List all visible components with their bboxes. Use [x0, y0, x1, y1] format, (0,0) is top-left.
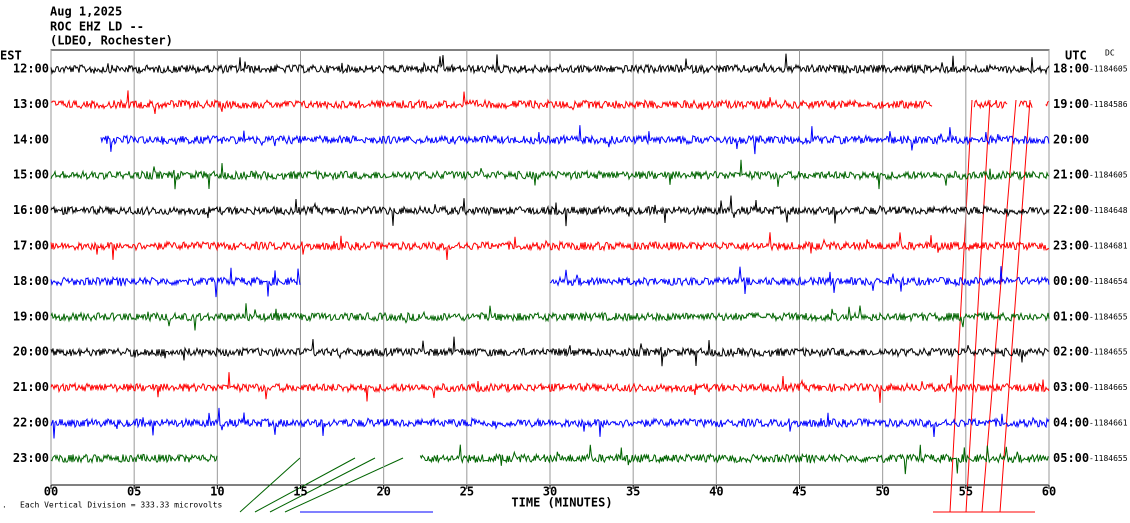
row-label-left: 23:00	[13, 451, 49, 465]
row-label-left: 14:00	[13, 132, 49, 146]
row-label-right: 01:00	[1053, 309, 1089, 323]
icon: ·	[2, 503, 7, 512]
trace-segment	[100, 125, 1050, 155]
row-label-left: 21:00	[13, 380, 49, 394]
row-label-left: 16:00	[13, 203, 49, 217]
row-label-right: 02:00	[1053, 345, 1089, 359]
dc-offset: -1184648	[1089, 206, 1128, 215]
x-tick-label: 50	[875, 485, 889, 499]
trace-segment	[50, 90, 933, 114]
dc-offset: -1184655	[1089, 454, 1128, 463]
x-tick-label: 30	[543, 485, 557, 499]
trace-segment	[973, 99, 1008, 110]
left-axis-label: EST	[0, 49, 22, 63]
row-label-right: 04:00	[1053, 416, 1089, 430]
dc-offset: -1184605	[1089, 65, 1128, 74]
dc-offset: -1184654	[1089, 277, 1128, 286]
row-label-left: 18:00	[13, 274, 49, 288]
title-line: (LDEO, Rochester)	[50, 34, 173, 48]
row-label-left: 15:00	[13, 168, 49, 182]
right-axis-label: UTC	[1065, 49, 1087, 63]
x-tick-label: 05	[127, 485, 141, 499]
row-label-right: 18:00	[1053, 62, 1089, 76]
x-tick-label: 10	[210, 485, 224, 499]
row-label-right: 23:00	[1053, 239, 1089, 253]
offset-label: DC	[1105, 49, 1115, 58]
x-tick-label: 20	[376, 485, 390, 499]
x-tick-label: 55	[959, 485, 973, 499]
row-label-left: 22:00	[13, 416, 49, 430]
title-line: Aug 1,2025	[50, 5, 122, 19]
trace-segment	[50, 372, 1050, 403]
trace-segment	[50, 407, 1050, 439]
dc-offset: -1184665	[1089, 383, 1128, 392]
title-line: ROC EHZ LD --	[50, 20, 144, 34]
row-label-left: 20:00	[13, 345, 49, 359]
trace-segment	[50, 159, 1050, 190]
dc-offset: -1184655	[1089, 312, 1128, 321]
row-label-right: 03:00	[1053, 380, 1089, 394]
trace-segment	[50, 53, 1050, 75]
row-label-right: 00:00	[1053, 274, 1089, 288]
dc-offset: -1184586	[1089, 100, 1128, 109]
x-tick-label: 25	[460, 485, 474, 499]
dc-offset: -1184661	[1089, 419, 1128, 428]
row-label-left: 19:00	[13, 309, 49, 323]
trace-segment	[50, 267, 301, 298]
row-label-left: 12:00	[13, 62, 49, 76]
dc-offset: -1184605	[1089, 171, 1128, 180]
row-label-left: 13:00	[13, 97, 49, 111]
trace-segment	[50, 453, 218, 465]
x-tick-label: 45	[792, 485, 806, 499]
trace-segment	[1045, 100, 1049, 107]
x-tick-label: 40	[709, 485, 723, 499]
x-tick-label: 60	[1042, 485, 1056, 499]
trace-segment	[50, 303, 1050, 331]
x-axis-label: TIME (MINUTES)	[511, 496, 612, 510]
row-label-right: 22:00	[1053, 203, 1089, 217]
trace-segment	[419, 444, 1049, 475]
scale-note: Each Vertical Division = 333.33 microvol…	[20, 501, 222, 510]
x-tick-label: 15	[293, 485, 307, 499]
dc-offset: -1184681	[1089, 242, 1128, 251]
row-label-right: 21:00	[1053, 168, 1089, 182]
x-tick-label: 35	[626, 485, 640, 499]
trace-segment	[50, 195, 1050, 227]
trace-segment	[1018, 100, 1033, 110]
dc-offset: -1184655	[1089, 348, 1128, 357]
trace-segment	[549, 266, 1050, 295]
event-lines	[949, 99, 1031, 513]
row-label-right: 20:00	[1053, 132, 1089, 146]
row-label-left: 17:00	[13, 239, 49, 253]
trace-segment	[50, 232, 1050, 260]
row-label-right: 19:00	[1053, 97, 1089, 111]
x-tick-label: 00	[44, 485, 58, 499]
row-label-right: 05:00	[1053, 451, 1089, 465]
trace-segment	[50, 336, 1050, 367]
